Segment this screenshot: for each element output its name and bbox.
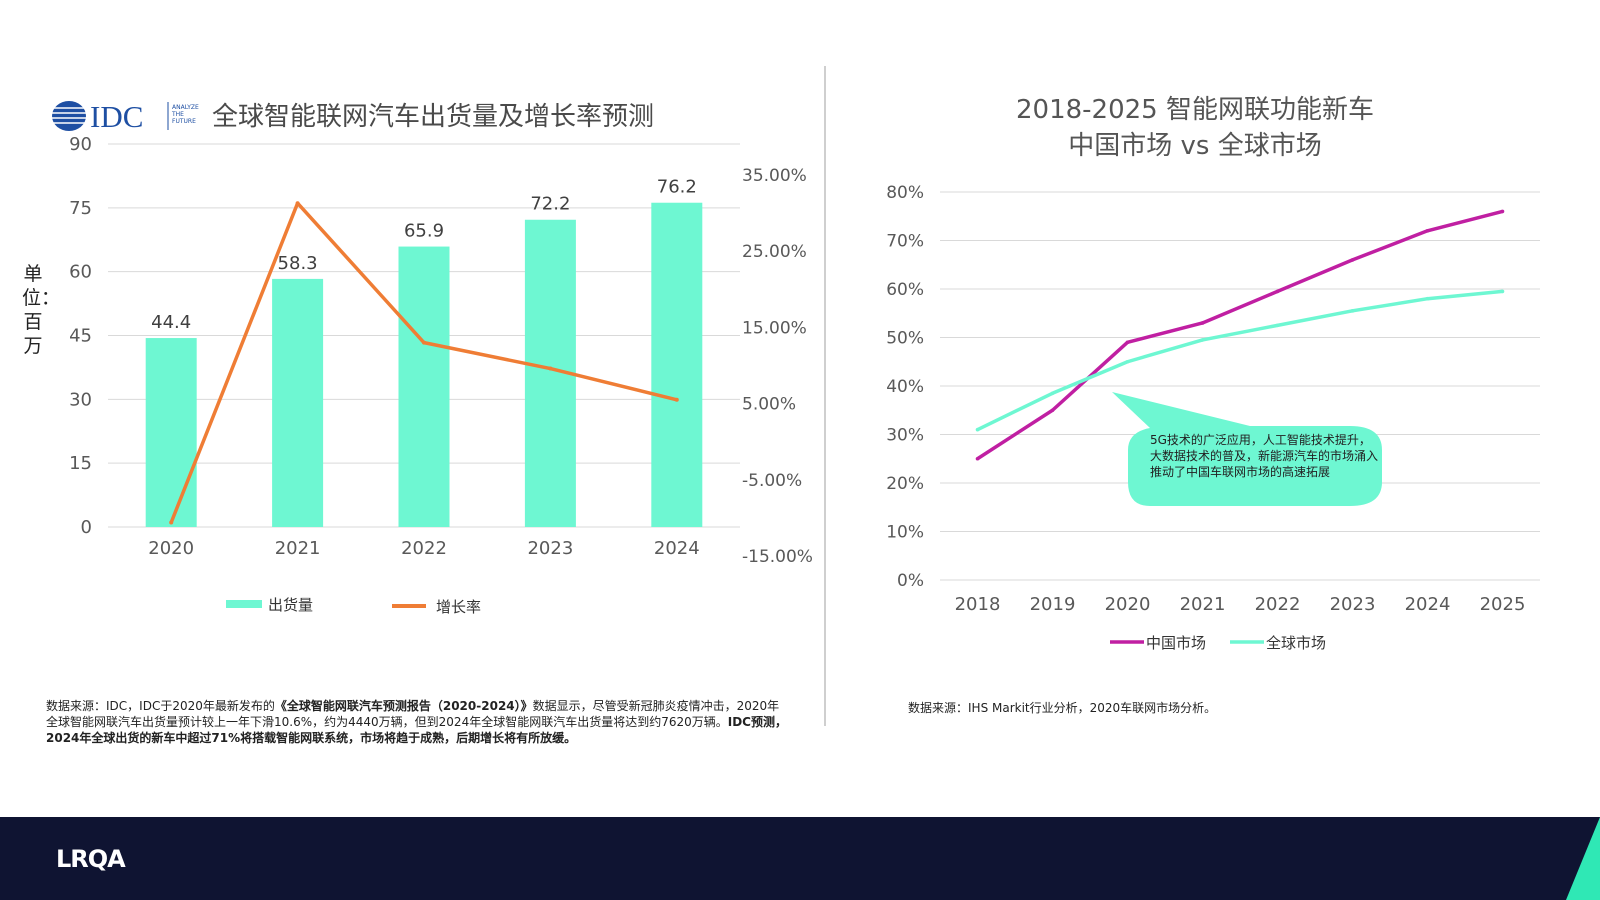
- legend-label-growth: 增长率: [436, 598, 481, 616]
- legend-swatch-shipments: [226, 600, 262, 608]
- idc-tagline-2: THE: [171, 111, 184, 118]
- y-left-tick-label: 60: [69, 262, 92, 283]
- global-market-line-point: [975, 427, 980, 432]
- china-market-line-point: [1425, 229, 1430, 233]
- bar-data-label: 65.9: [404, 221, 444, 242]
- x-tick-label: 2022: [1255, 594, 1301, 615]
- global-market-line-point: [1350, 309, 1355, 313]
- y-tick-label: 10%: [886, 523, 924, 543]
- y-left-tick-label: 45: [69, 326, 92, 347]
- legend-label-china: 中国市场: [1146, 634, 1206, 652]
- right-source-note: 数据来源：IHS Markit行业分析，2020车联网市场分析。: [908, 701, 1217, 715]
- y-right-tick-label: 25.00%: [742, 242, 807, 262]
- footer-accent-shape: [1566, 817, 1600, 900]
- growth-rate-point: [295, 201, 300, 206]
- y-tick-label: 0%: [897, 571, 924, 591]
- y-tick-label: 70%: [886, 232, 924, 252]
- china-market-line-point: [1200, 321, 1205, 325]
- idc-logo: IDC ANALYZE THE FUTURE: [52, 99, 199, 134]
- idc-logo-text: IDC: [90, 99, 143, 134]
- x-tick-label: 2021: [275, 538, 321, 559]
- global-market-line-point: [1050, 391, 1055, 396]
- global-market-line-point: [1425, 296, 1430, 301]
- idc-globe-icon: [52, 101, 86, 131]
- china-market-line-point: [1350, 258, 1355, 262]
- y-tick-label: 20%: [886, 474, 924, 494]
- idc-tagline-1: ANALYZE: [172, 104, 199, 111]
- growth-rate-point: [548, 366, 553, 371]
- x-tick-label: 2022: [401, 538, 447, 559]
- shipment-bar: [398, 246, 450, 527]
- footer-bar: [0, 817, 1600, 900]
- y-left-tick-label: 30: [69, 389, 92, 410]
- y-right-tick-label: -15.00%: [742, 547, 813, 567]
- china-market-line-point: [1500, 209, 1505, 214]
- idc-tagline-3: FUTURE: [172, 118, 196, 125]
- callout-bubble: [1112, 392, 1382, 506]
- china-vs-global-chart: 0% 10% 20% 30% 40% 50% 60% 70% 80% 2018 2019 2020 20…: [886, 183, 1540, 652]
- x-tick-label: 2021: [1180, 594, 1226, 615]
- x-tick-label: 2020: [148, 538, 194, 559]
- china-market-line-point: [1125, 340, 1130, 345]
- bar-data-label: 58.3: [278, 253, 318, 274]
- china-market-line-point: [1050, 408, 1055, 413]
- china-market-line-point: [975, 456, 980, 461]
- shipment-bar: [145, 338, 197, 527]
- right-title-line1: 2018-2025 智能网联功能新车: [1016, 95, 1374, 125]
- y-left-tick-label: 90: [69, 134, 92, 155]
- left-source-note: 数据来源：IDC，IDC于2020年最新发布的《全球智能网联汽车预测报告（202…: [46, 698, 788, 746]
- shipment-growth-chart: 0 15 30 45 60 75 90 -15.00% -5.00% 5.00% 15.00% 25.…: [69, 134, 813, 616]
- bar-data-label: 76.2: [657, 177, 697, 198]
- y-tick-label: 80%: [886, 183, 924, 203]
- left-note-part3: 数据显示，尽管受新冠肺炎疫情冲击，2020年全球智能网联汽车出货量预计较上一年下…: [46, 699, 780, 729]
- y-left-tick-label: 0: [81, 517, 92, 538]
- brand-logo: LRQA: [56, 845, 126, 873]
- legend-label-shipments: 出货量: [268, 596, 313, 614]
- shipment-bar: [272, 278, 324, 527]
- x-tick-label: 2023: [527, 538, 573, 559]
- panel-divider: [824, 66, 826, 726]
- x-tick-label: 2020: [1105, 594, 1151, 615]
- left-note-part1: 数据来源：IDC，IDC于2020年最新发布的: [46, 699, 275, 713]
- growth-rate-point: [674, 397, 679, 402]
- legend-label-global: 全球市场: [1266, 634, 1326, 652]
- growth-rate-point: [169, 520, 174, 525]
- callout-text: 5G技术的广泛应用，人工智能技术提升，大数据技术的普及，新能源汽车的市场涌入推动…: [1150, 433, 1379, 479]
- y-tick-label: 40%: [886, 377, 924, 397]
- y-right-tick-label: 35.00%: [742, 166, 807, 186]
- y-tick-label: 60%: [886, 280, 924, 300]
- x-tick-label: 2024: [654, 538, 700, 559]
- y-tick-label: 30%: [886, 426, 924, 446]
- x-tick-label: 2025: [1480, 594, 1526, 615]
- left-note-report-title: 《全球智能网联汽车预测报告（2020-2024）》: [274, 699, 533, 713]
- y-right-tick-label: 5.00%: [742, 395, 796, 415]
- growth-rate-point: [422, 340, 426, 345]
- legend-swatch-growth: [392, 604, 426, 608]
- bar-data-label: 72.2: [530, 194, 570, 215]
- x-tick-label: 2019: [1030, 594, 1076, 615]
- left-chart-title: 全球智能联网汽车出货量及增长率预测: [212, 102, 655, 132]
- global-market-line-point: [1125, 359, 1130, 364]
- y-tick-label: 50%: [886, 329, 924, 349]
- x-tick-label: 2023: [1330, 594, 1376, 615]
- right-chart-title: 2018-2025 智能网联功能新车 中国市场 vs 全球市场: [960, 92, 1430, 164]
- y-right-tick-label: -5.00%: [742, 471, 802, 491]
- y-left-tick-label: 15: [69, 453, 92, 474]
- x-tick-label: 2018: [955, 594, 1001, 615]
- y-right-tick-label: 15.00%: [742, 318, 807, 338]
- global-market-line: [976, 289, 1503, 432]
- china-market-line-point: [1275, 289, 1280, 294]
- global-market-line-point: [1200, 338, 1205, 342]
- china-market-line: [976, 209, 1503, 461]
- shipment-bar: [651, 202, 703, 527]
- right-title-line2: 中国市场 vs 全球市场: [1068, 131, 1322, 161]
- bar-data-label: 44.4: [151, 312, 191, 333]
- y-left-tick-label: 75: [69, 198, 92, 219]
- global-market-line-point: [1275, 323, 1280, 328]
- global-market-line-point: [1500, 289, 1505, 294]
- x-tick-label: 2024: [1405, 594, 1451, 615]
- unit-label: 单位：百万: [22, 263, 61, 357]
- left-note-forecast: IDC预测，2024年全球出货的新车中超过71%将搭载智能网联系统，市场将趋于成…: [46, 715, 787, 745]
